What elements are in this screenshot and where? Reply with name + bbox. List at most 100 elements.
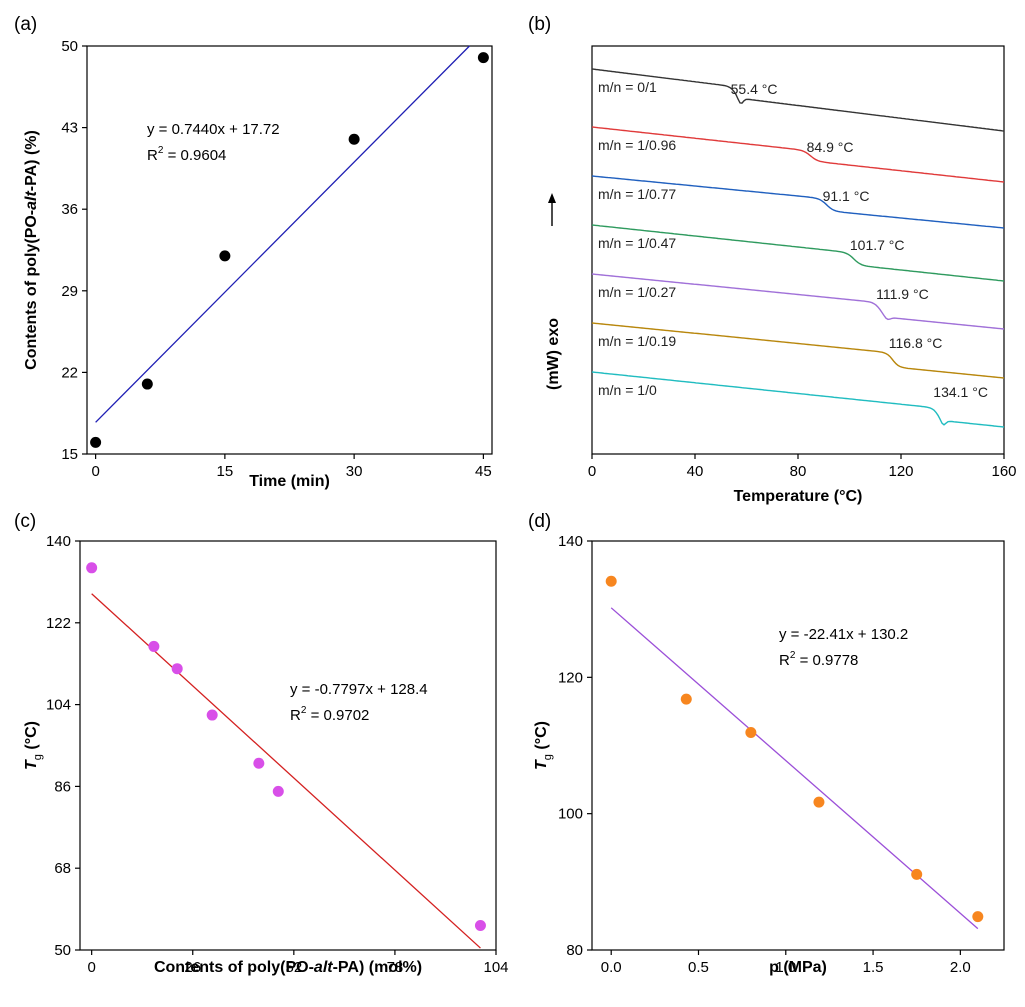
y-axis-title: (mW) exo [545, 318, 562, 390]
x-tick-label: 0.0 [601, 959, 622, 976]
y-tick-label: 80 [566, 942, 583, 959]
x-tick-label: 1.5 [863, 959, 884, 976]
y-tick-label: 122 [46, 615, 71, 632]
y-axis-title-subscript: g [32, 754, 44, 760]
x-tick-label: 40 [687, 463, 704, 480]
data-point [605, 575, 617, 587]
fit-line [91, 593, 481, 949]
data-point [219, 250, 231, 262]
r-squared-value: = 0.9778 [795, 652, 858, 669]
x-tick-label: 26 [184, 959, 201, 976]
dsc-curve [591, 175, 1005, 229]
dsc-curve [591, 68, 1005, 132]
r-squared-value: = 0.9604 [163, 147, 226, 164]
fit-line [95, 45, 471, 423]
data-point [253, 757, 265, 769]
tg-label: 55.4 °C [731, 81, 778, 97]
curve-label: m/n = 1/0.96 [598, 137, 676, 153]
x-tick-label: 30 [346, 463, 363, 480]
data-point [474, 919, 486, 931]
x-tick-label: 0 [87, 959, 95, 976]
dsc-curve [591, 322, 1005, 379]
data-point [148, 640, 160, 652]
x-tick-label: 52 [285, 959, 302, 976]
dsc-curve [591, 273, 1005, 330]
dsc-curve [591, 126, 1005, 183]
y-axis-title: Tg (°C) [23, 721, 44, 770]
r-squared: R2 = 0.9778 [779, 650, 858, 669]
y-tick-label: 15 [61, 446, 78, 463]
data-point [972, 911, 984, 923]
curve-label: m/n = 1/0.19 [598, 333, 676, 349]
r-squared: R2 = 0.9702 [290, 705, 369, 724]
curve-label: m/n = 0/1 [598, 79, 657, 95]
y-tick-label: 50 [54, 942, 71, 959]
plot-frame-3 [79, 540, 497, 951]
r-squared: R2 = 0.9604 [147, 145, 226, 164]
y-tick-label: 43 [61, 120, 78, 137]
panel-label: (c) [14, 511, 36, 532]
x-axis-title-part: -PA) (mol%) [333, 959, 422, 976]
y-axis-title-part: Contents of poly(PO- [23, 210, 40, 370]
dsc-curve [591, 224, 1005, 282]
r-squared-symbol: R [779, 652, 790, 669]
fit-equation: y = -0.7797x + 128.4 [290, 681, 428, 698]
curve-label: m/n = 1/0.27 [598, 284, 676, 300]
plot-frame-1 [86, 45, 493, 455]
x-tick-label: 1.0 [775, 959, 796, 976]
curve-label: m/n = 1/0 [598, 382, 657, 398]
data-point [745, 727, 757, 739]
y-tick-label: 104 [46, 697, 71, 714]
y-axis-title-unit: (°C) [533, 721, 550, 754]
data-point [477, 52, 489, 64]
x-axis-title-part: Contents of poly(PO- [154, 959, 314, 976]
tg-label: 134.1 °C [933, 384, 988, 400]
panel-label: (d) [528, 511, 551, 532]
r-squared-value: = 0.9702 [306, 707, 369, 724]
curve-label: m/n = 1/0.47 [598, 235, 676, 251]
fit-equation: y = -22.41x + 130.2 [779, 626, 908, 643]
y-axis-title-unit: (°C) [23, 721, 40, 754]
tg-label: 116.8 °C [889, 335, 943, 351]
x-axis-title-italic: alt [314, 959, 333, 976]
x-tick-label: 0.5 [688, 959, 709, 976]
r-squared-symbol: R [147, 147, 158, 164]
y-tick-label: 100 [558, 806, 583, 823]
y-tick-label: 68 [54, 860, 71, 877]
r-squared-superscript: 2 [158, 145, 164, 156]
y-axis-title-italic: alt [23, 191, 40, 210]
data-point [813, 796, 825, 808]
panel-label: (a) [14, 14, 37, 35]
data-point [206, 709, 218, 721]
tg-label: 101.7 °C [850, 237, 905, 253]
data-point [911, 868, 923, 880]
x-axis-title: Contents of poly(PO-alt-PA) (mol%) [154, 959, 422, 976]
tg-label: 111.9 °C [876, 286, 929, 302]
x-tick-label: 160 [991, 463, 1016, 480]
x-axis-title: p (MPa) [769, 959, 827, 976]
x-axis-title: Time (min) [249, 473, 330, 490]
y-axis-title: Tg (°C) [533, 721, 554, 770]
tg-label: 84.9 °C [807, 139, 854, 155]
y-tick-label: 86 [54, 778, 71, 795]
x-tick-label: 78 [387, 959, 404, 976]
y-tick-label: 140 [558, 533, 583, 550]
data-point [141, 378, 153, 390]
exo-arrow-head [548, 193, 556, 203]
r-squared-superscript: 2 [301, 705, 307, 716]
x-tick-label: 15 [217, 463, 234, 480]
x-tick-label: 80 [790, 463, 807, 480]
y-tick-label: 22 [61, 364, 78, 381]
tg-label: 91.1 °C [823, 188, 870, 204]
x-tick-label: 0 [91, 463, 99, 480]
y-axis-title-symbol: T [23, 759, 40, 770]
curve-label: m/n = 1/0.77 [598, 186, 676, 202]
x-tick-label: 2.0 [950, 959, 971, 976]
x-tick-label: 120 [888, 463, 913, 480]
x-tick-label: 45 [475, 463, 492, 480]
data-point [680, 693, 692, 705]
y-tick-label: 50 [61, 38, 78, 55]
y-tick-label: 120 [558, 669, 583, 686]
data-point [86, 562, 98, 574]
